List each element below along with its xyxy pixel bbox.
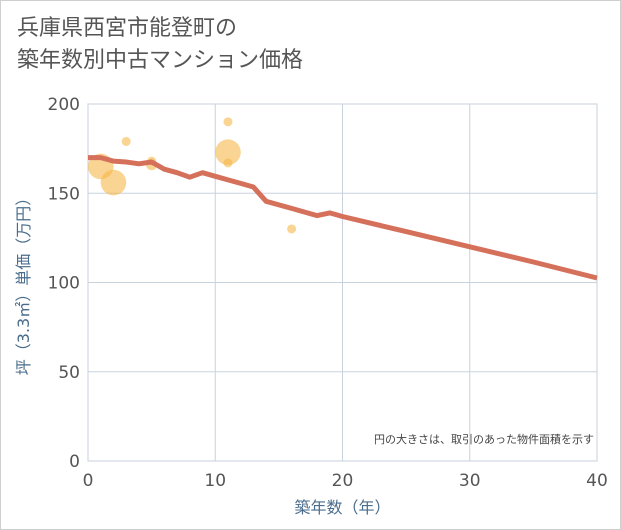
legend-note: 円の大きさは、取引のあった物件面積を示す [374,432,594,446]
x-axis-label: 築年数（年） [294,498,390,517]
x-tick-label: 30 [459,471,481,491]
x-tick-label: 20 [332,471,354,491]
scatter-point [215,139,241,165]
scatter-point [100,169,127,196]
trend-layer [88,155,598,281]
y-tick-label: 200 [48,95,80,115]
bubble-layer [87,117,297,234]
tick-labels: 0 10 20 30 40 0 50 100 150 200 [48,95,608,491]
y-tick-label: 0 [69,452,80,472]
scatter-point [223,117,233,127]
title-line-2: 築年数別中古マンション価格 [17,48,304,73]
grid-lines [87,103,598,462]
y-tick-label: 100 [48,274,80,294]
title-line-1: 兵庫県西宮市能登町の [17,16,238,41]
scatter-point [121,136,131,146]
trend-line [88,155,598,281]
scatter-point [287,224,297,234]
scatter-point [223,158,233,168]
y-tick-label: 150 [48,184,80,204]
x-tick-label: 40 [586,471,608,491]
x-tick-label: 10 [204,471,226,491]
y-tick-label: 50 [58,363,80,383]
y-axis-label: 坪（3.3㎡）単価（万円） [14,190,33,375]
x-tick-label: 0 [83,471,94,491]
chart-title: 兵庫県西宮市能登町の 築年数別中古マンション価格 [17,13,303,77]
